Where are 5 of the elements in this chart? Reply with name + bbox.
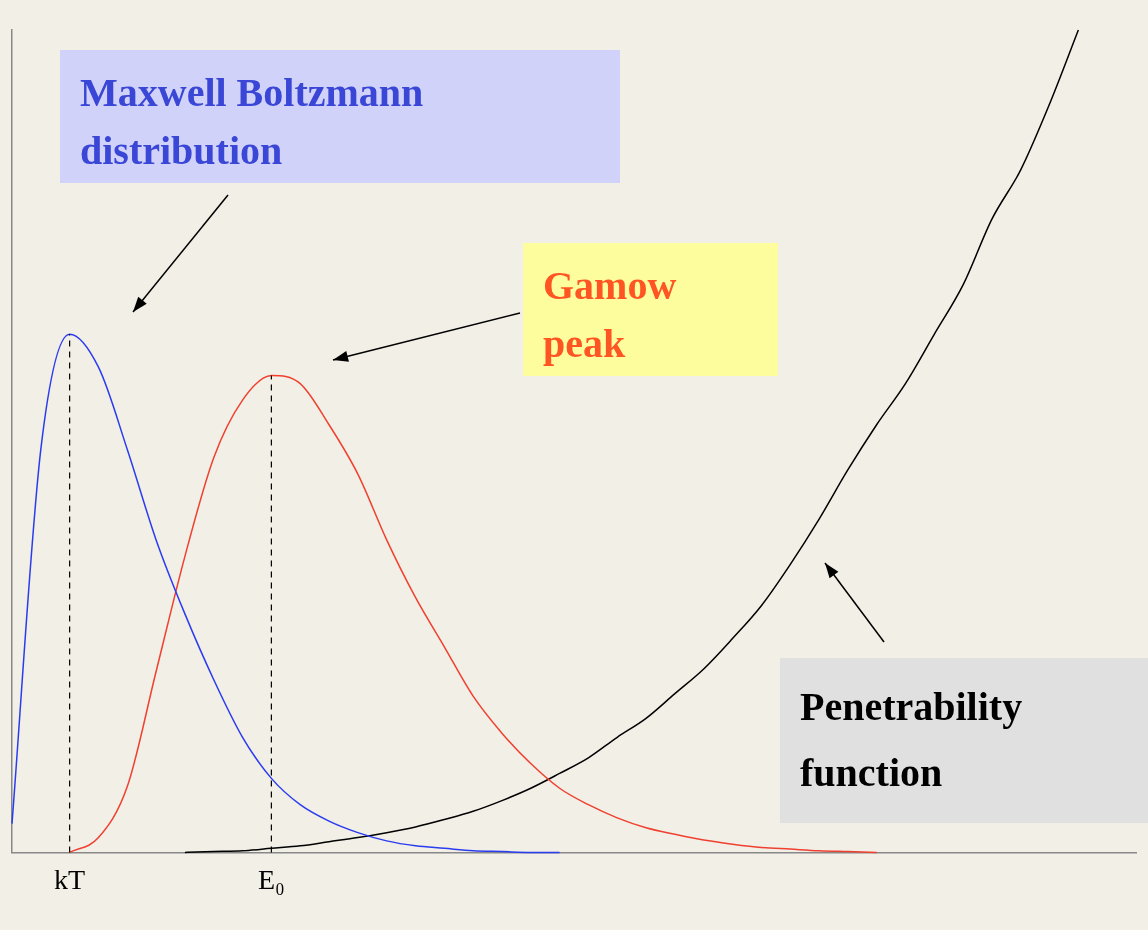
callout-box: Penetrability function — [780, 658, 1148, 823]
callout-box: Gamow peak — [523, 243, 778, 376]
callout-box: Maxwell Boltzmann distribution — [60, 50, 620, 183]
x-tick-label: E₀ — [257, 863, 285, 895]
x-tick-label: kT — [54, 863, 86, 895]
